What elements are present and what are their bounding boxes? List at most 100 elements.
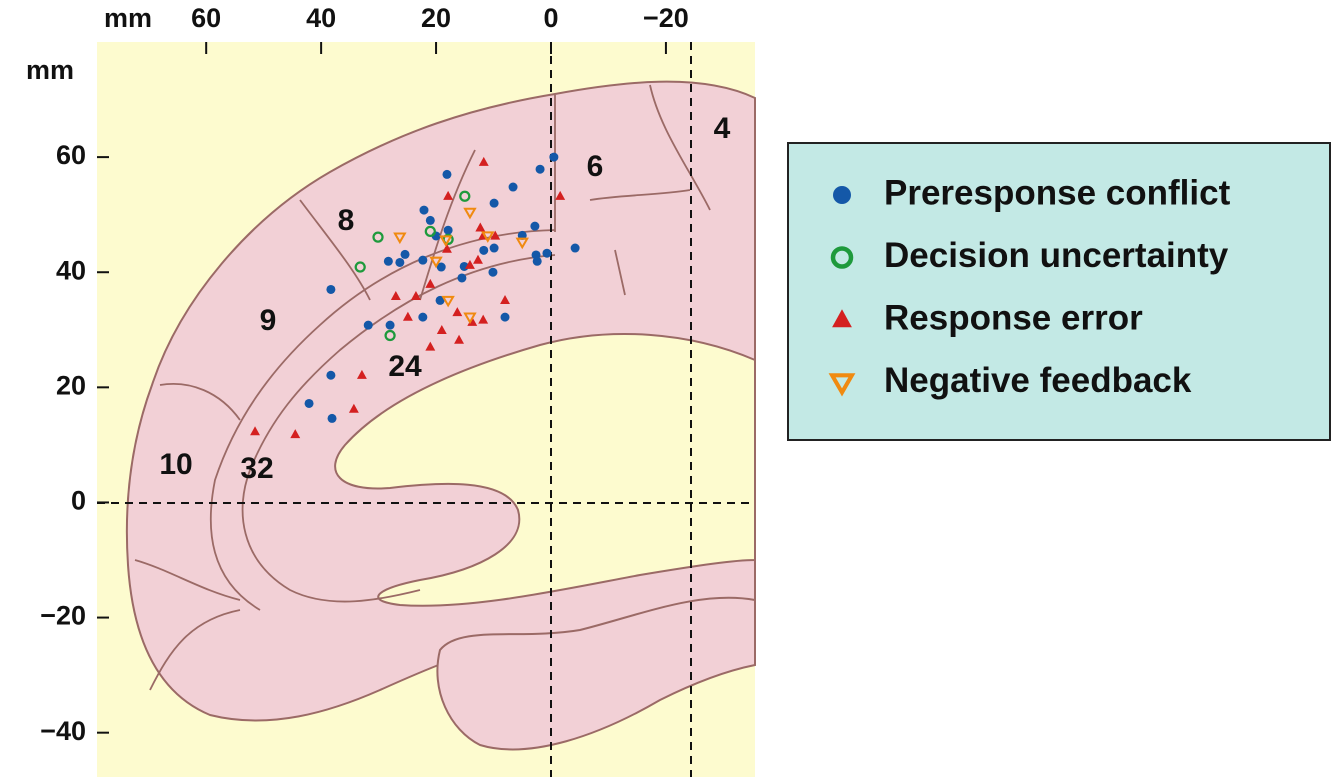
point — [488, 267, 498, 277]
point — [290, 429, 301, 439]
point — [436, 262, 446, 272]
point — [452, 307, 463, 317]
point — [515, 237, 529, 250]
corpus-callosum-gap — [334, 333, 756, 607]
point — [443, 225, 453, 235]
point — [570, 243, 580, 253]
point — [535, 164, 545, 174]
legend-marker — [832, 309, 852, 328]
point — [436, 324, 447, 334]
region-label: 9 — [260, 304, 277, 337]
y-tick-label: 0 — [71, 486, 86, 516]
point — [457, 273, 467, 283]
point — [425, 278, 436, 288]
point — [465, 259, 475, 269]
legend-box — [787, 142, 1331, 441]
region-label: 8 — [338, 204, 355, 237]
point — [356, 369, 367, 379]
point — [383, 256, 393, 266]
point — [425, 215, 435, 225]
point — [429, 256, 443, 269]
y-tick-label: 60 — [56, 140, 86, 170]
point — [425, 341, 436, 351]
point — [410, 291, 421, 301]
x-axis-label: mm — [104, 3, 152, 33]
region-label: 32 — [240, 452, 273, 485]
point — [500, 295, 510, 305]
x-tick-label: 20 — [421, 3, 451, 33]
point — [490, 230, 501, 240]
point — [385, 320, 395, 330]
point — [354, 261, 366, 273]
point — [424, 225, 436, 237]
region-label: 10 — [159, 448, 192, 481]
point — [304, 398, 314, 408]
point — [463, 207, 477, 220]
point — [517, 230, 527, 240]
point — [542, 248, 552, 258]
region-label: 6 — [587, 150, 604, 183]
legend-label: Negative feedback — [884, 361, 1192, 400]
point — [532, 256, 542, 266]
legend-marker — [830, 246, 854, 269]
region-label: 4 — [714, 112, 731, 145]
region-line — [209, 229, 556, 611]
legend-label: Decision uncertainty — [884, 236, 1229, 275]
point — [454, 334, 464, 344]
x-tick-label: 60 — [191, 3, 221, 33]
point — [442, 169, 452, 179]
point — [363, 320, 373, 330]
point — [555, 190, 566, 200]
region-label: 24 — [388, 350, 422, 383]
point — [530, 221, 540, 231]
point — [441, 295, 455, 308]
point — [327, 413, 337, 423]
y-axis-label: mm — [26, 55, 74, 85]
point — [390, 291, 401, 301]
point — [326, 370, 336, 380]
point — [478, 314, 489, 324]
point — [435, 295, 445, 305]
point — [549, 152, 559, 162]
y-tick-label: −40 — [40, 716, 86, 746]
point — [400, 249, 410, 259]
point — [372, 231, 384, 243]
legend-label: Response error — [884, 298, 1143, 337]
point — [326, 284, 336, 294]
brain — [125, 80, 756, 751]
point — [489, 243, 499, 253]
point — [443, 190, 454, 200]
point — [419, 205, 429, 215]
region-line — [134, 84, 711, 691]
point — [508, 182, 518, 192]
y-tick-label: 40 — [56, 255, 86, 285]
point — [395, 257, 405, 267]
point — [463, 312, 477, 325]
point — [475, 222, 486, 232]
point — [418, 312, 428, 322]
point — [479, 245, 489, 255]
point — [402, 311, 413, 321]
point — [439, 235, 453, 247]
legend-marker — [828, 373, 856, 397]
point — [384, 329, 396, 342]
point — [459, 190, 471, 202]
point — [478, 156, 489, 166]
y-tick-label: −20 — [40, 601, 86, 631]
point — [442, 243, 452, 253]
point — [500, 312, 510, 322]
x-tick-label: 40 — [306, 3, 336, 33]
point — [348, 403, 359, 413]
brain-stem — [436, 596, 756, 751]
point — [418, 255, 428, 265]
y-tick-label: 20 — [56, 370, 86, 400]
point — [473, 254, 483, 264]
point — [250, 426, 260, 436]
point — [393, 232, 407, 245]
legend-marker — [833, 186, 851, 204]
point — [489, 198, 499, 208]
point — [481, 231, 495, 243]
x-tick-label: 0 — [543, 3, 558, 33]
